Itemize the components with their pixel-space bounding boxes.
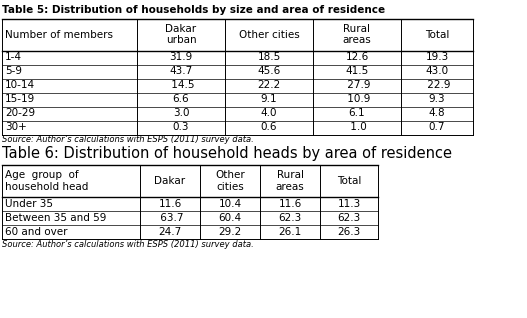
Text: 1.0: 1.0: [347, 122, 367, 133]
Text: Number of members: Number of members: [5, 30, 113, 39]
Text: 18.5: 18.5: [257, 52, 280, 63]
Text: Source: Author’s calculations with ESPS (2011) survey data.: Source: Author’s calculations with ESPS …: [2, 240, 253, 249]
Text: 60 and over: 60 and over: [5, 227, 67, 237]
Text: Other cities: Other cities: [239, 30, 299, 39]
Text: Under 35: Under 35: [5, 199, 53, 209]
Text: Total: Total: [337, 176, 361, 186]
Text: Other
cities: Other cities: [215, 170, 245, 192]
Text: 24.7: 24.7: [159, 227, 182, 237]
Text: 62.3: 62.3: [337, 213, 360, 223]
Text: 11.6: 11.6: [159, 199, 182, 209]
Text: 9.1: 9.1: [261, 94, 277, 105]
Text: 10.9: 10.9: [344, 94, 370, 105]
Text: Table 5: Distribution of households by size and area of residence: Table 5: Distribution of households by s…: [2, 5, 385, 15]
Text: 11.6: 11.6: [278, 199, 301, 209]
Text: 27.9: 27.9: [344, 80, 370, 91]
Text: 4.8: 4.8: [428, 108, 445, 119]
Text: Source: Author’s calculations with ESPS (2011) survey data.: Source: Author’s calculations with ESPS …: [2, 135, 253, 144]
Text: 12.6: 12.6: [345, 52, 368, 63]
Text: 30+: 30+: [5, 122, 27, 133]
Text: 41.5: 41.5: [345, 66, 368, 77]
Text: 0.6: 0.6: [261, 122, 277, 133]
Text: Rural
areas: Rural areas: [343, 24, 372, 45]
Text: Dakar: Dakar: [154, 176, 186, 186]
Text: Dakar
urban: Dakar urban: [165, 24, 197, 45]
Text: 3.0: 3.0: [173, 108, 189, 119]
Text: 63.7: 63.7: [157, 213, 183, 223]
Text: 19.3: 19.3: [425, 52, 448, 63]
Text: 9.3: 9.3: [428, 94, 445, 105]
Text: 4.0: 4.0: [261, 108, 277, 119]
Text: 10.4: 10.4: [218, 199, 241, 209]
Text: 11.3: 11.3: [337, 199, 360, 209]
Text: 26.3: 26.3: [337, 227, 360, 237]
Text: 0.7: 0.7: [429, 122, 445, 133]
Text: Table 6: Distribution of household heads by area of residence: Table 6: Distribution of household heads…: [2, 146, 452, 161]
Text: 6.1: 6.1: [349, 108, 365, 119]
Text: 43.0: 43.0: [425, 66, 448, 77]
Text: Total: Total: [425, 30, 449, 39]
Text: 62.3: 62.3: [278, 213, 301, 223]
Text: 22.9: 22.9: [424, 80, 450, 91]
Text: 15-19: 15-19: [5, 94, 35, 105]
Text: 29.2: 29.2: [218, 227, 241, 237]
Text: 10-14: 10-14: [5, 80, 35, 91]
Text: 60.4: 60.4: [218, 213, 241, 223]
Text: 5-9: 5-9: [5, 66, 22, 77]
Text: 20-29: 20-29: [5, 108, 35, 119]
Text: 22.2: 22.2: [257, 80, 280, 91]
Text: 1-4: 1-4: [5, 52, 22, 63]
Text: 43.7: 43.7: [169, 66, 193, 77]
Text: 14.5: 14.5: [168, 80, 194, 91]
Text: Age  group  of
household head: Age group of household head: [5, 170, 89, 192]
Text: 0.3: 0.3: [173, 122, 189, 133]
Text: 6.6: 6.6: [173, 94, 189, 105]
Text: Rural
areas: Rural areas: [276, 170, 305, 192]
Text: Between 35 and 59: Between 35 and 59: [5, 213, 106, 223]
Text: 26.1: 26.1: [278, 227, 301, 237]
Text: 45.6: 45.6: [257, 66, 280, 77]
Text: 31.9: 31.9: [169, 52, 193, 63]
